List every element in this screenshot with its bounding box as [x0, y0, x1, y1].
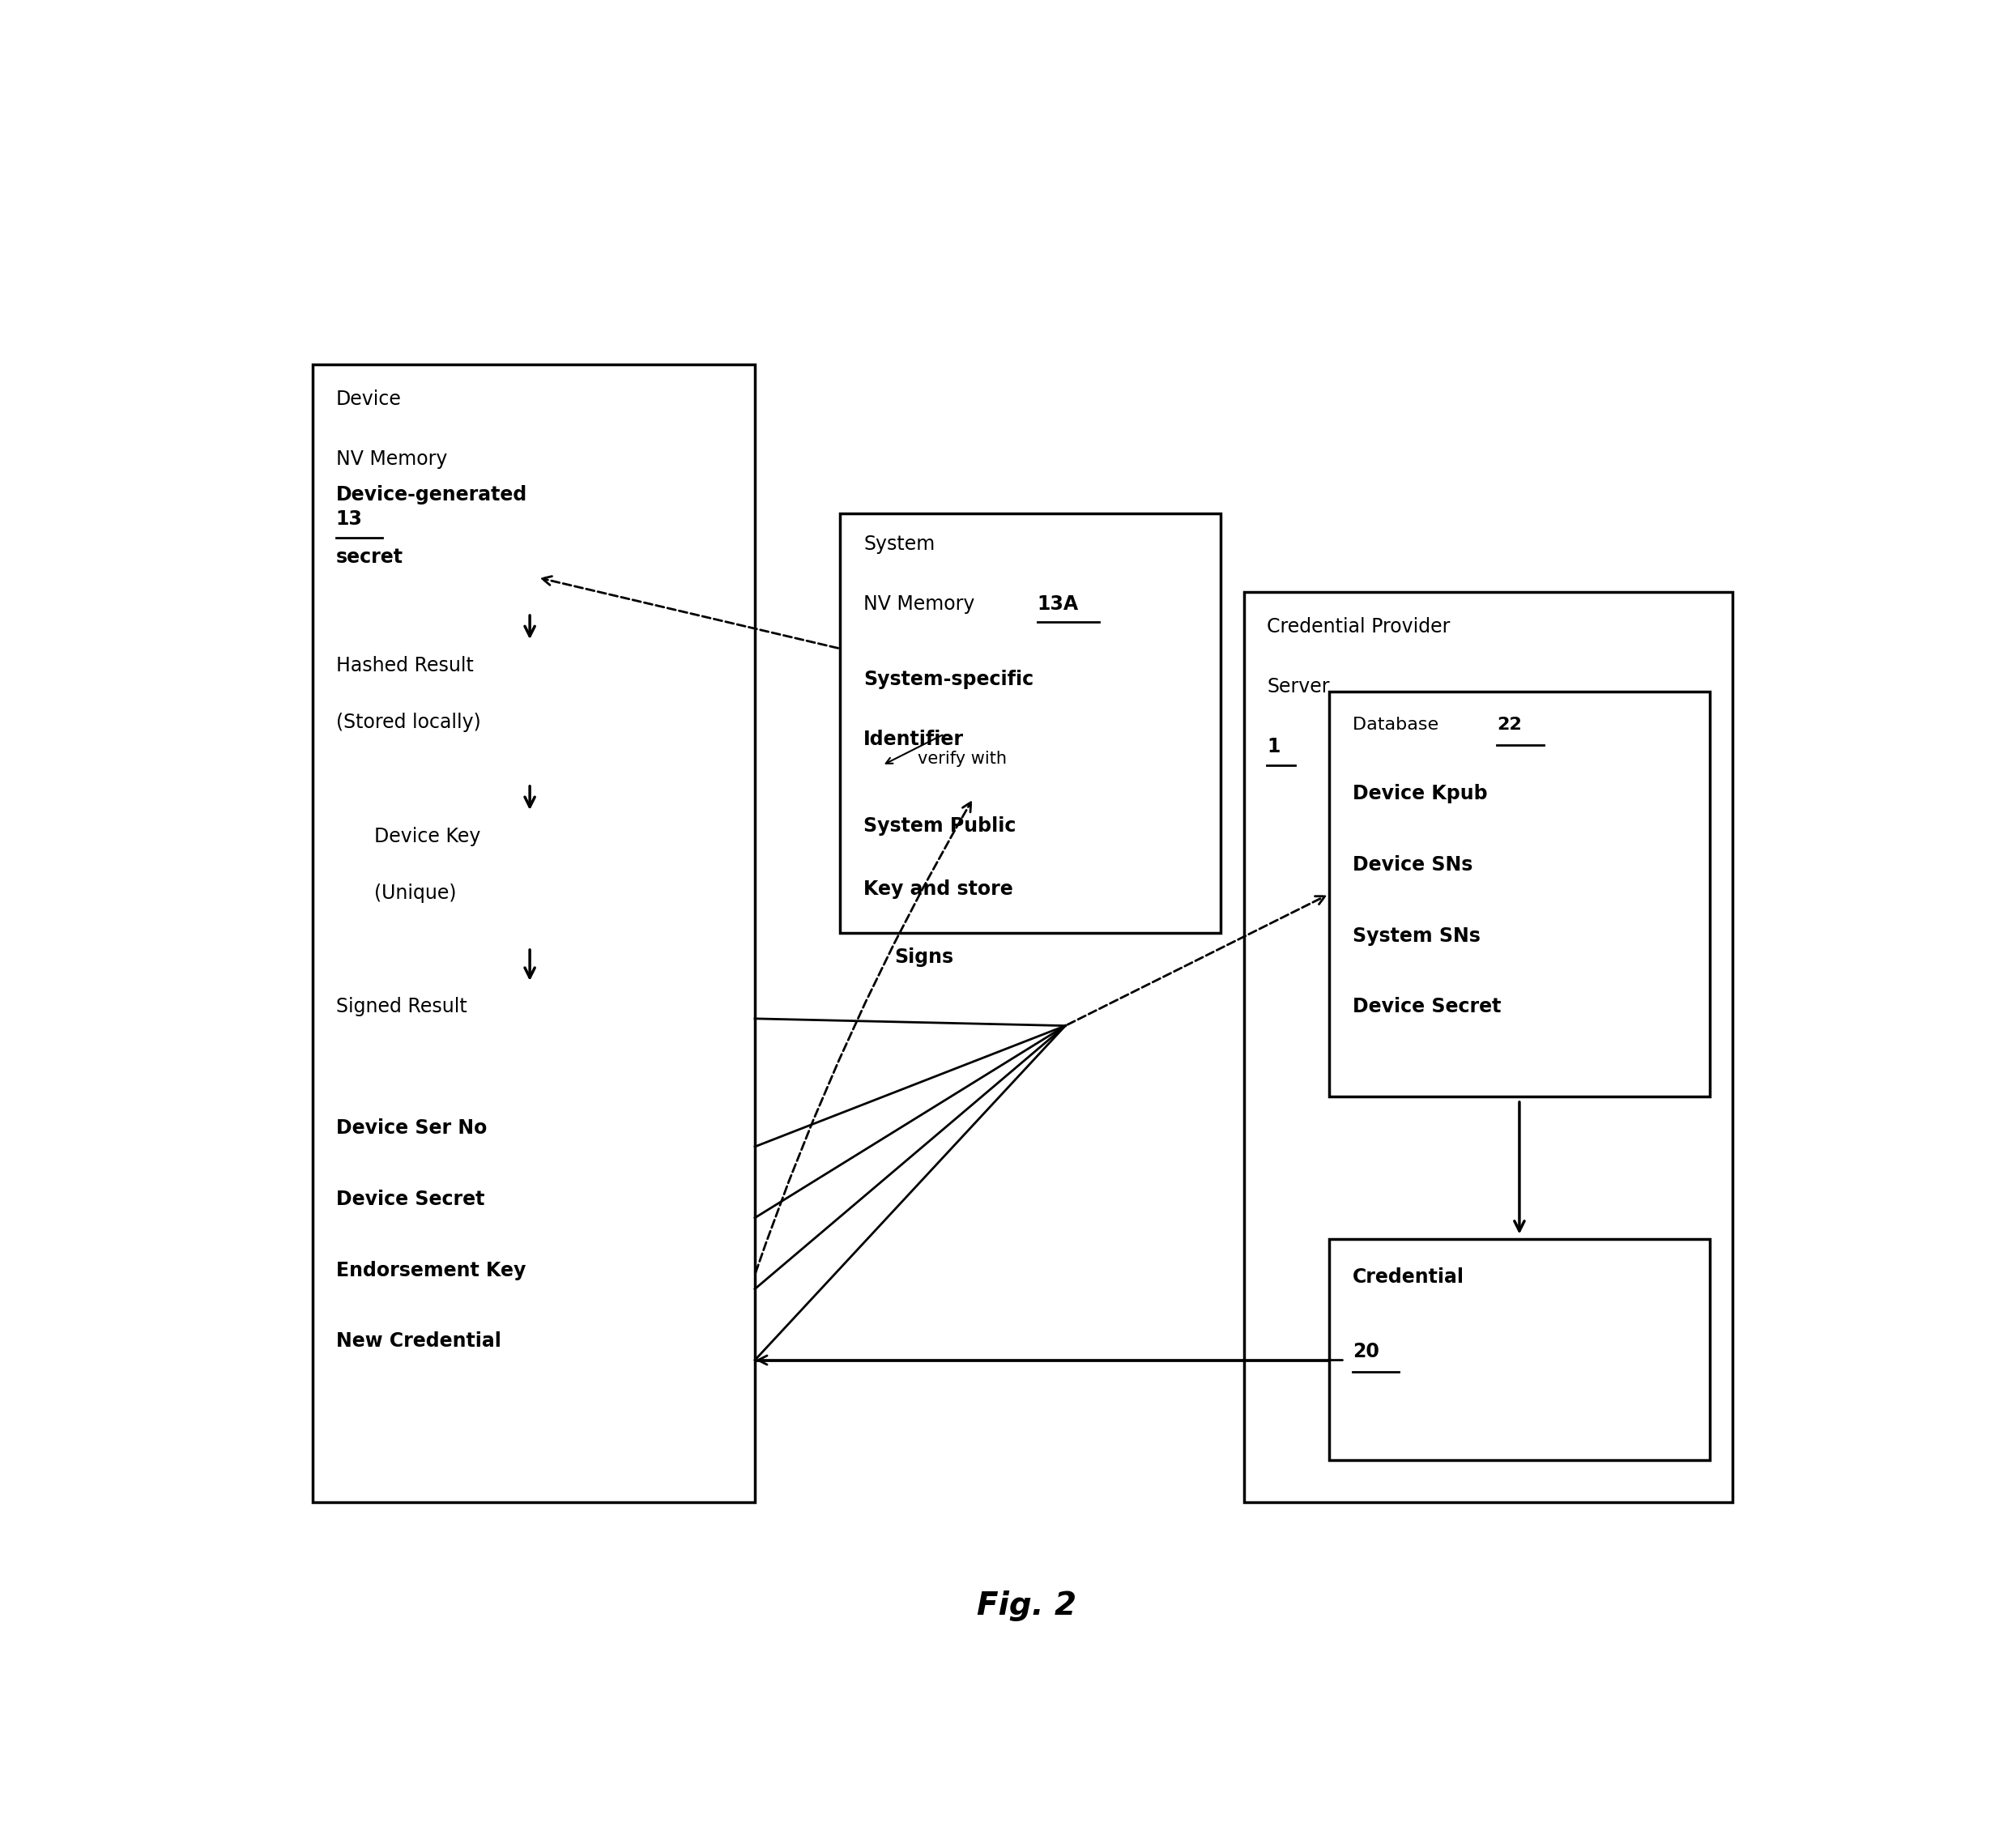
Text: NV Memory: NV Memory: [863, 595, 981, 614]
Text: Device Kpub: Device Kpub: [1352, 784, 1488, 804]
Text: NV Memory: NV Memory: [337, 449, 447, 469]
Text: Signs: Signs: [895, 948, 953, 967]
Bar: [1330, 1240, 1709, 1460]
Text: Credential: Credential: [1352, 1268, 1464, 1286]
Text: System: System: [863, 534, 935, 554]
Text: (Stored locally): (Stored locally): [337, 713, 481, 732]
Text: secret: secret: [337, 547, 403, 567]
Text: Signed Result: Signed Result: [337, 998, 467, 1016]
Bar: [312, 364, 755, 1502]
Text: System-specific: System-specific: [863, 671, 1034, 689]
Text: Device Key: Device Key: [375, 826, 481, 846]
Text: 13A: 13A: [1038, 595, 1080, 614]
Bar: [1244, 591, 1733, 1502]
Text: 1: 1: [1268, 737, 1280, 756]
Text: Device: Device: [337, 390, 401, 408]
Text: verify with: verify with: [917, 750, 1008, 767]
Text: Server: Server: [1268, 676, 1330, 697]
Text: Fig. 2: Fig. 2: [977, 1591, 1076, 1621]
Text: 13: 13: [337, 510, 363, 529]
Text: Device-generated: Device-generated: [337, 484, 527, 505]
Text: Endorsement Key: Endorsement Key: [337, 1260, 525, 1281]
Text: Credential Provider: Credential Provider: [1268, 617, 1450, 638]
Text: Device SNs: Device SNs: [1352, 856, 1472, 874]
Text: 22: 22: [1496, 717, 1522, 734]
Text: Key and store: Key and store: [863, 880, 1014, 898]
Text: System Public: System Public: [863, 817, 1016, 835]
Text: (Unique): (Unique): [375, 883, 457, 904]
Text: Device Secret: Device Secret: [337, 1190, 485, 1209]
Text: Hashed Result: Hashed Result: [337, 656, 473, 675]
Text: 20: 20: [1352, 1342, 1380, 1362]
Text: Database: Database: [1352, 717, 1444, 734]
Bar: [1330, 691, 1709, 1098]
Text: System SNs: System SNs: [1352, 926, 1480, 946]
Bar: [841, 514, 1220, 933]
Text: New Credential: New Credential: [337, 1332, 501, 1351]
Text: Device Secret: Device Secret: [1352, 998, 1500, 1016]
Text: Device Ser No: Device Ser No: [337, 1118, 487, 1138]
Text: Identifier: Identifier: [863, 730, 963, 748]
